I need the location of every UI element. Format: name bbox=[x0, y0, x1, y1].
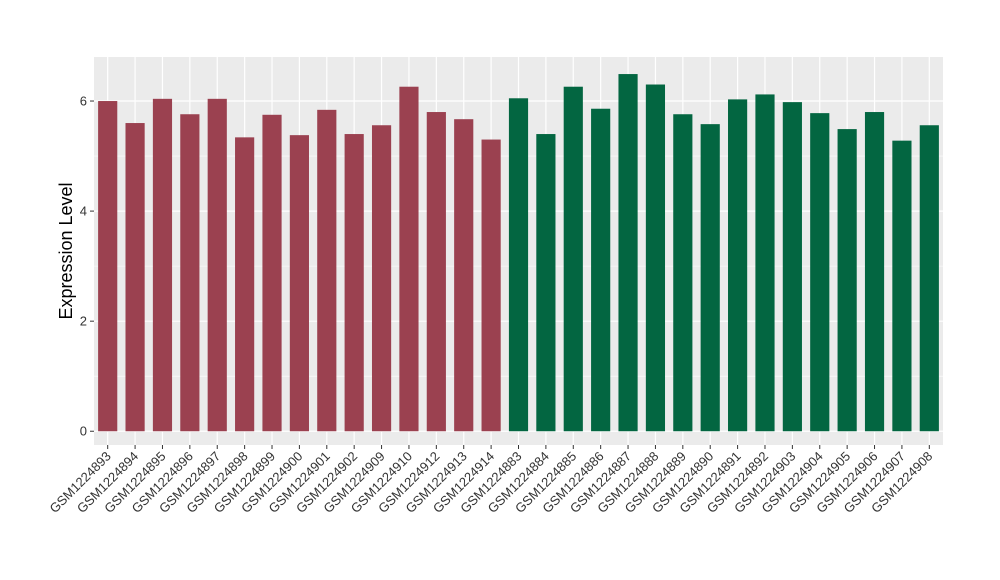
bar-GSM1224903 bbox=[782, 102, 802, 432]
y-axis-title: Expression Level bbox=[56, 182, 76, 319]
bar-GSM1224907 bbox=[892, 140, 912, 432]
bar-GSM1224901 bbox=[317, 109, 337, 432]
bar-GSM1224906 bbox=[864, 112, 885, 432]
bar-GSM1224886 bbox=[591, 108, 611, 432]
bar-GSM1224891 bbox=[728, 99, 748, 432]
bar-GSM1224905 bbox=[837, 129, 857, 432]
bar-GSM1224885 bbox=[563, 86, 583, 432]
bar-GSM1224890 bbox=[700, 124, 720, 432]
bar-GSM1224910 bbox=[399, 86, 419, 432]
y-tick-label: 2 bbox=[80, 314, 87, 329]
bar-GSM1224908 bbox=[919, 125, 939, 432]
bar-GSM1224895 bbox=[152, 98, 173, 432]
bar-GSM1224894 bbox=[125, 123, 145, 432]
bar-GSM1224896 bbox=[180, 114, 200, 432]
bar-GSM1224913 bbox=[454, 119, 474, 432]
bar-GSM1224899 bbox=[262, 114, 282, 432]
x-axis: GSM1224893GSM1224894GSM1224895GSM1224896… bbox=[46, 445, 935, 516]
y-tick-label: 4 bbox=[80, 204, 87, 219]
bar-GSM1224912 bbox=[426, 112, 446, 432]
bar-GSM1224889 bbox=[673, 114, 693, 432]
bar-GSM1224909 bbox=[371, 125, 392, 432]
bar-GSM1224892 bbox=[755, 94, 775, 432]
y-tick-label: 6 bbox=[80, 94, 87, 109]
bar-GSM1224888 bbox=[645, 84, 666, 432]
bar-GSM1224883 bbox=[508, 98, 529, 432]
bar-GSM1224887 bbox=[618, 74, 638, 432]
y-axis: 0 2 4 6 bbox=[80, 94, 94, 439]
bar-GSM1224900 bbox=[289, 135, 309, 432]
bar-GSM1224897 bbox=[207, 98, 227, 432]
bar-GSM1224902 bbox=[344, 134, 364, 432]
bar-GSM1224904 bbox=[810, 113, 830, 432]
bars-group bbox=[98, 74, 939, 432]
bar-GSM1224898 bbox=[235, 137, 255, 432]
bar-GSM1224914 bbox=[481, 139, 501, 432]
bar-GSM1224884 bbox=[536, 134, 556, 432]
bar-GSM1224893 bbox=[98, 101, 118, 432]
y-tick-label: 0 bbox=[80, 424, 87, 439]
